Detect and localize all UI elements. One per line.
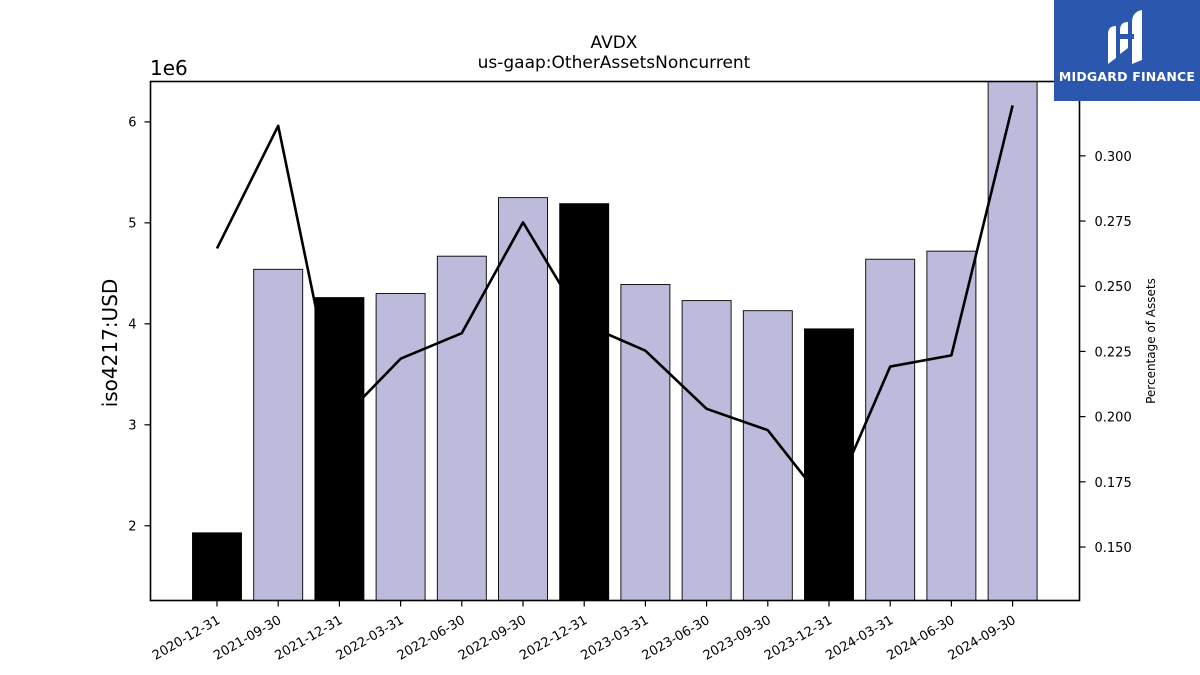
x-tick-label: 2024-03-31 bbox=[823, 613, 896, 664]
bar-2023-03-31 bbox=[620, 284, 671, 601]
y2-tick-label: 0.200 bbox=[1095, 411, 1132, 426]
y-axis-label: iso4217:USD bbox=[98, 279, 122, 408]
bar-2022-06-30 bbox=[436, 255, 487, 601]
bar-2024-06-30 bbox=[926, 250, 977, 601]
y-axis-right: 0.150 0.175 0.200 0.225 0.250 0.275 0.300 bbox=[1079, 150, 1132, 556]
x-tick-label: 2024-06-30 bbox=[884, 613, 957, 664]
midgard-finance-logo: MIDGARD FINANCE bbox=[1054, 0, 1200, 101]
x-tick-label: 2022-03-31 bbox=[334, 613, 407, 664]
logo-icon bbox=[1108, 10, 1142, 64]
bar-2023-12-31 bbox=[804, 328, 854, 601]
y2-tick-label: 0.175 bbox=[1095, 476, 1132, 491]
y-tick-label: 6 bbox=[128, 115, 136, 130]
chart-title: AVDX bbox=[591, 33, 638, 53]
bar-2022-09-30 bbox=[498, 197, 548, 601]
y2-tick-label: 0.150 bbox=[1095, 541, 1132, 556]
x-tick-label: 2023-12-31 bbox=[762, 613, 835, 664]
x-tick-label: 2024-09-30 bbox=[946, 613, 1019, 664]
logo-text: MIDGARD FINANCE bbox=[1058, 69, 1196, 84]
bar-2021-09-30 bbox=[253, 268, 304, 601]
x-axis: 2020-12-312021-09-302021-12-312022-03-31… bbox=[150, 600, 1019, 664]
x-tick-label: 2020-12-31 bbox=[150, 613, 223, 664]
bar-2024-09-30 bbox=[987, 81, 1038, 601]
x-tick-label: 2023-06-30 bbox=[640, 613, 713, 664]
percentage-of-assets-line bbox=[215, 105, 1014, 510]
y-tick-label: 3 bbox=[128, 418, 136, 433]
bar-2024-03-31 bbox=[865, 258, 916, 601]
y2-tick-label: 0.300 bbox=[1095, 150, 1132, 165]
x-tick-label: 2023-03-31 bbox=[578, 613, 651, 664]
x-tick-label: 2022-06-30 bbox=[395, 613, 468, 664]
bars-layer bbox=[192, 81, 1038, 601]
bar-2022-12-31 bbox=[559, 203, 610, 601]
y-axis-left: 2 3 4 5 6 bbox=[128, 115, 151, 534]
bar-2023-06-30 bbox=[681, 300, 732, 601]
chart-subtitle: us-gaap:OtherAssetsNoncurrent bbox=[478, 53, 751, 73]
x-tick-label: 2021-12-31 bbox=[272, 613, 345, 664]
x-tick-label: 2022-09-30 bbox=[456, 613, 529, 664]
bar-2020-12-31 bbox=[192, 532, 242, 601]
x-tick-label: 2022-12-31 bbox=[517, 613, 590, 664]
x-tick-label: 2023-09-30 bbox=[701, 613, 774, 664]
y2-axis-label: Percentage of Assets bbox=[1144, 278, 1158, 404]
y2-tick-label: 0.250 bbox=[1095, 280, 1132, 295]
bar-2022-03-31 bbox=[375, 293, 426, 601]
plot-frame bbox=[149, 80, 1081, 602]
y-offset-label: 1e6 bbox=[150, 56, 188, 80]
y2-tick-label: 0.225 bbox=[1095, 345, 1132, 360]
y-tick-label: 5 bbox=[128, 216, 136, 231]
y-tick-label: 2 bbox=[128, 519, 136, 534]
x-tick-label: 2021-09-30 bbox=[211, 613, 284, 664]
y-tick-label: 4 bbox=[128, 317, 136, 332]
bar-2023-09-30 bbox=[742, 310, 793, 601]
y2-tick-label: 0.275 bbox=[1095, 215, 1132, 230]
